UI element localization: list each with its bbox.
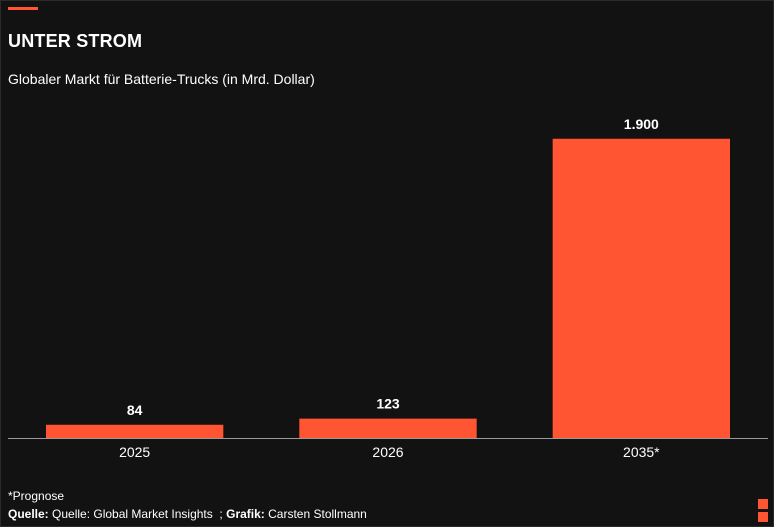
credit-label: Grafik:	[226, 507, 265, 521]
bar-chart: 84 2025 123 2026 1.900 2035*	[8, 116, 768, 460]
chart-subtitle: Globaler Markt für Batterie-Trucks (in M…	[8, 71, 315, 87]
accent-bar	[8, 7, 38, 10]
data-label-2025: 84	[127, 402, 143, 418]
x-tick-label-2035: 2035*	[623, 444, 660, 460]
source-text: Quelle: Global Market Insights ;	[48, 507, 227, 521]
bar-2025	[46, 424, 224, 438]
data-label-2026: 123	[376, 396, 400, 412]
x-tick-label-2025: 2025	[119, 444, 150, 460]
bar-2026	[299, 418, 477, 438]
logo-square-top	[758, 499, 768, 509]
data-label-2035: 1.900	[624, 116, 659, 132]
source-line: Quelle: Quelle: Global Market Insights ;…	[8, 507, 367, 521]
x-tick-label-2026: 2026	[372, 444, 403, 460]
source-label: Quelle:	[8, 507, 49, 521]
bar-2035	[552, 138, 730, 438]
brand-logo	[758, 499, 768, 523]
credit-text: Carsten Stollmann	[264, 507, 367, 521]
footnote: *Prognose	[8, 489, 65, 503]
chart-headline: UNTER STROM	[8, 31, 143, 51]
logo-square-bottom	[758, 512, 768, 522]
